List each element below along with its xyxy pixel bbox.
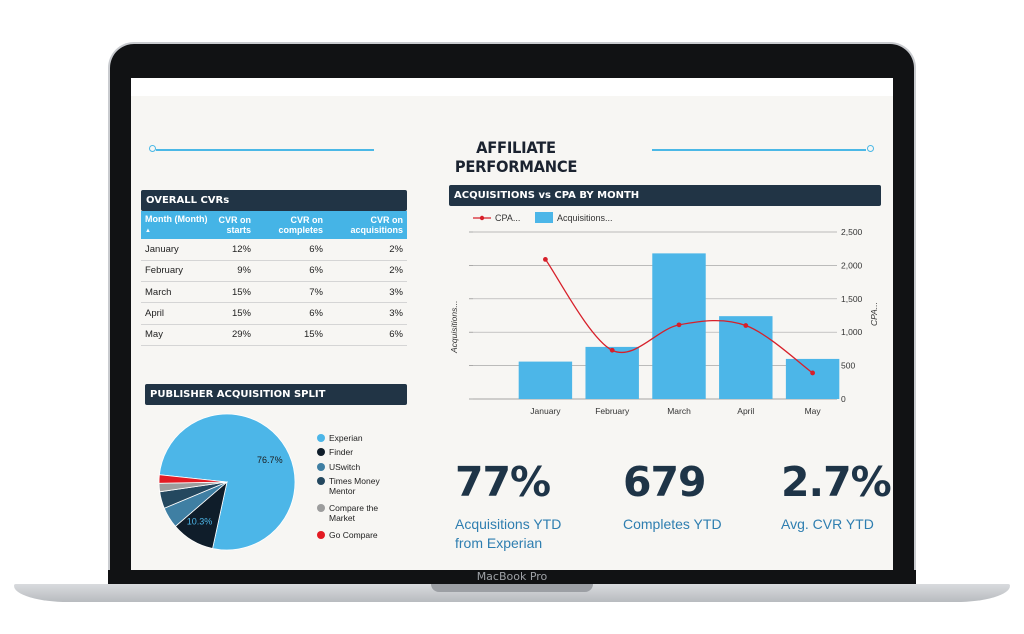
table-cell: 2% bbox=[327, 260, 407, 283]
column-header-month[interactable]: Month (Month) ▲ bbox=[141, 211, 213, 239]
legend-line-dot bbox=[479, 215, 485, 221]
screen-top-bar bbox=[131, 78, 893, 96]
x-axis-tick-label: January bbox=[530, 406, 561, 416]
kpi-value-acquisitions-experian: 77% bbox=[455, 458, 551, 506]
right-axis-tick-label: 2,000 bbox=[841, 260, 863, 270]
table-row: March 15% 7% 3% bbox=[141, 281, 407, 304]
table-cell-month: January bbox=[141, 239, 213, 261]
title-left-rule bbox=[156, 149, 374, 151]
kpi-value-completes: 679 bbox=[623, 458, 707, 506]
table-cell: 12% bbox=[213, 239, 255, 261]
legend-marker bbox=[317, 477, 325, 485]
column-header-cvr-completes[interactable]: CVR on completes bbox=[255, 211, 327, 239]
publisher-pie-chart: 76.7% 10.3% bbox=[158, 413, 296, 551]
right-axis-tick-label: 500 bbox=[841, 361, 855, 371]
table-cell: 6% bbox=[327, 324, 407, 346]
chart-legend: CPA... Acquisitions... bbox=[473, 212, 613, 223]
left-axis-label: Acquisitions... bbox=[449, 301, 459, 354]
laptop-base-notch bbox=[431, 584, 593, 592]
legend-bar-marker bbox=[535, 212, 553, 223]
legend-label: Go Compare bbox=[329, 530, 378, 540]
bar-january[interactable] bbox=[518, 361, 573, 399]
legend-marker bbox=[317, 463, 325, 471]
table-cell: 15% bbox=[213, 302, 255, 325]
cpa-point-january[interactable] bbox=[543, 256, 548, 262]
table-cell-month: April bbox=[141, 302, 213, 325]
legend-marker bbox=[317, 531, 325, 539]
bar-may[interactable] bbox=[785, 358, 840, 399]
table-cell: 29% bbox=[213, 324, 255, 346]
acquisitions-cpa-chart-header: ACQUISITIONS vs CPA BY MONTH bbox=[449, 185, 881, 206]
x-axis-tick-label: March bbox=[667, 406, 691, 416]
legend-label: Compare the Market bbox=[329, 503, 379, 523]
right-axis-tick-label: 1,500 bbox=[841, 294, 863, 304]
legend-marker bbox=[317, 434, 325, 442]
table-cell: 15% bbox=[255, 324, 327, 346]
table-cell: 9% bbox=[213, 260, 255, 283]
x-axis-tick-label: May bbox=[805, 406, 822, 416]
laptop-chin bbox=[108, 570, 916, 584]
publisher-split-header: PUBLISHER ACQUISITION SPLIT bbox=[145, 384, 407, 405]
kpi-label-completes: Completes YTD bbox=[623, 516, 722, 532]
table-cell: 2% bbox=[327, 239, 407, 261]
laptop-base bbox=[14, 584, 1010, 602]
legend-marker bbox=[317, 448, 325, 456]
right-axis-tick-label: 0 bbox=[841, 394, 846, 404]
title-right-dot bbox=[867, 145, 874, 152]
cvr-table-header: OVERALL CVRs bbox=[141, 190, 407, 211]
legend-cpa-label: CPA... bbox=[495, 213, 520, 223]
acquisitions-cpa-chart: CPA... Acquisitions... Acquisitions... C… bbox=[449, 212, 879, 416]
table-row: January 12% 6% 2% bbox=[141, 239, 407, 261]
table-cell: 6% bbox=[255, 260, 327, 283]
table-row: February 9% 6% 2% bbox=[141, 260, 407, 283]
table-cell: 3% bbox=[327, 302, 407, 325]
cpa-point-april[interactable] bbox=[743, 323, 749, 328]
legend-marker bbox=[317, 504, 325, 512]
kpi-label-avg-cvr: Avg. CVR YTD bbox=[781, 516, 874, 532]
legend-acquisitions-label: Acquisitions... bbox=[557, 213, 613, 223]
cpa-point-february[interactable] bbox=[609, 347, 615, 353]
title-left-dot bbox=[149, 145, 156, 152]
right-axis-tick-label: 1,000 bbox=[841, 327, 863, 337]
pie-slice-go-compare[interactable] bbox=[158, 474, 228, 484]
pie-data-label: 10.3% bbox=[187, 517, 213, 527]
table-cell: 6% bbox=[255, 302, 327, 325]
table-row: April 15% 6% 3% bbox=[141, 302, 407, 325]
table-cell-month: March bbox=[141, 281, 213, 304]
table-cell: 3% bbox=[327, 281, 407, 304]
x-axis-tick-label: February bbox=[595, 406, 630, 416]
kpi-label-acquisitions-experian: Acquisitions YTD from Experian bbox=[455, 516, 562, 551]
dashboard-screen: AFFILIATE PERFORMANCE OVERALL CVRs Month… bbox=[131, 78, 893, 570]
page-title: AFFILIATE PERFORMANCE bbox=[454, 138, 578, 176]
legend-label: Experian bbox=[329, 433, 363, 443]
column-header-cvr-starts[interactable]: CVR on starts bbox=[213, 211, 255, 239]
table-cell-month: February bbox=[141, 260, 213, 283]
pie-data-label: 76.7% bbox=[257, 455, 283, 465]
cvr-table: Month (Month) ▲ CVR on starts CVR on com… bbox=[141, 211, 407, 346]
table-cell-month: May bbox=[141, 324, 213, 346]
table-cell: 7% bbox=[255, 281, 327, 304]
device-brand-label: MacBook Pro bbox=[476, 570, 548, 583]
legend-label: Times Money Mentor bbox=[329, 476, 380, 496]
kpi-value-avg-cvr: 2.7% bbox=[781, 458, 892, 506]
bar-february[interactable] bbox=[585, 346, 639, 399]
cpa-point-may[interactable] bbox=[810, 370, 815, 376]
bar-april[interactable] bbox=[719, 316, 773, 399]
column-header-cvr-acquisitions[interactable]: CVR on acquisitions bbox=[327, 211, 407, 239]
table-cell: 15% bbox=[213, 281, 255, 304]
title-right-rule bbox=[652, 149, 866, 151]
legend-label: Finder bbox=[329, 447, 354, 457]
right-axis-label: CPA... bbox=[869, 302, 879, 326]
legend-label: USwitch bbox=[329, 462, 361, 472]
sort-asc-icon: ▲ bbox=[145, 228, 151, 234]
table-cell: 6% bbox=[255, 239, 327, 261]
table-row: May 29% 15% 6% bbox=[141, 324, 407, 346]
cpa-point-march[interactable] bbox=[676, 322, 682, 328]
right-axis-tick-label: 2,500 bbox=[841, 227, 863, 237]
x-axis-tick-label: April bbox=[737, 406, 754, 416]
